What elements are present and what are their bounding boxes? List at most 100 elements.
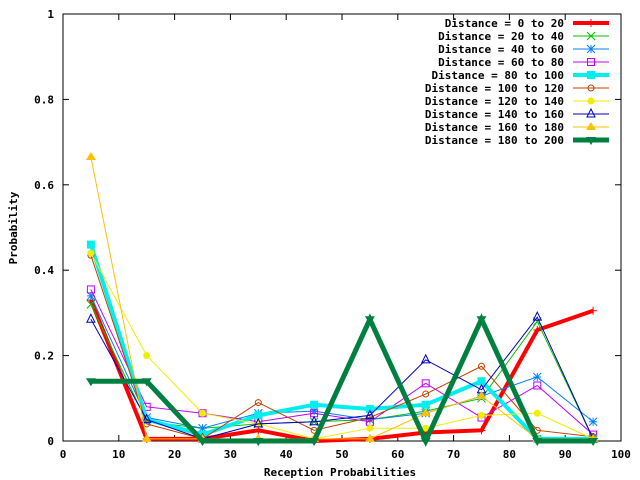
data-point [478,411,485,419]
data-point [254,399,262,407]
series-5 [86,240,598,443]
data-point [365,404,374,413]
data-point [86,285,95,294]
data-point [86,313,96,323]
series-7 [87,249,597,443]
data-point [253,417,264,428]
legend-label: Distance = 20 to 40 [438,30,564,43]
data-point [477,377,486,386]
data-point [420,353,431,364]
data-point [422,390,430,398]
legend-marker [586,44,596,54]
data-point [309,406,319,416]
x-tick-label: 80 [503,448,516,461]
data-point [533,381,542,390]
legend-marker [587,84,595,92]
x-tick-label: 90 [559,448,572,461]
y-axis-label: Probability [7,191,20,264]
x-tick-label: 60 [391,448,404,461]
y-tick-label: 0.8 [34,93,54,106]
y-tick-label: 0 [47,435,54,448]
legend-label: Distance = 80 to 100 [432,69,564,82]
legend-marker [586,122,596,130]
data-point [364,433,375,442]
data-point [533,409,541,417]
data-point [87,249,95,257]
legend-label: Distance = 60 to 80 [438,56,564,69]
y-tick-label: 0.2 [34,350,54,363]
series-line [90,295,594,429]
data-point [476,316,487,325]
data-point [309,438,320,446]
legend-marker [587,71,595,79]
series-line [90,252,594,440]
data-point [86,240,95,249]
x-tick-label: 100 [611,448,631,461]
series-line [90,156,594,440]
data-point [86,291,96,301]
legend-label: Distance = 100 to 120 [425,82,564,95]
data-point [421,400,430,409]
series-line [90,304,594,440]
series-line [90,313,594,447]
x-tick-label: 30 [224,448,237,461]
data-point [421,379,430,388]
legend-label: Distance = 140 to 160 [425,108,564,121]
data-point [532,438,543,446]
legend-marker [587,58,595,66]
data-point [254,426,263,435]
x-tick-label: 0 [60,448,67,461]
data-point [476,391,487,400]
y-tick-label: 0.6 [34,179,54,192]
x-tick-label: 40 [280,448,293,461]
data-point [254,411,263,420]
x-tick-label: 70 [447,448,460,461]
data-point [141,433,152,442]
data-point [477,426,486,435]
data-point [199,409,206,417]
legend-marker [586,137,596,145]
legend-marker [587,19,595,27]
legend-label: Distance = 0 to 20 [445,17,564,30]
data-point [85,378,96,387]
legend-marker [586,31,596,41]
legend-label: Distance = 120 to 140 [425,95,564,108]
x-tick-label: 20 [168,448,181,461]
data-point [533,325,542,334]
data-point [588,417,598,427]
data-point [366,424,374,432]
data-point [143,352,151,360]
data-point [478,362,485,370]
legend-marker [586,107,596,118]
legend-label: Distance = 160 to 180 [425,121,564,134]
series-line [90,316,594,440]
data-point [310,400,319,409]
data-point [366,414,374,422]
data-point [365,415,375,425]
data-point [253,438,264,446]
x-axis-label: Reception Probabilities [264,466,416,479]
data-point [365,409,375,419]
series-line [90,255,594,440]
y-tick-label: 0.4 [34,264,54,277]
data-point [364,316,375,325]
data-point [85,152,96,161]
data-point [309,415,319,426]
data-point [420,438,431,446]
legend-marker [587,97,595,105]
data-point [532,372,542,382]
data-point [589,306,598,315]
data-point [532,311,543,321]
y-tick-label: 1 [47,8,54,21]
x-tick-label: 50 [335,448,348,461]
data-point [197,438,208,446]
data-point [420,408,431,417]
data-point [422,424,430,432]
legend-label: Distance = 180 to 200 [425,134,564,147]
data-point [141,413,152,424]
series-line [88,243,594,441]
x-tick-label: 10 [112,448,125,461]
series-layer [85,152,599,447]
